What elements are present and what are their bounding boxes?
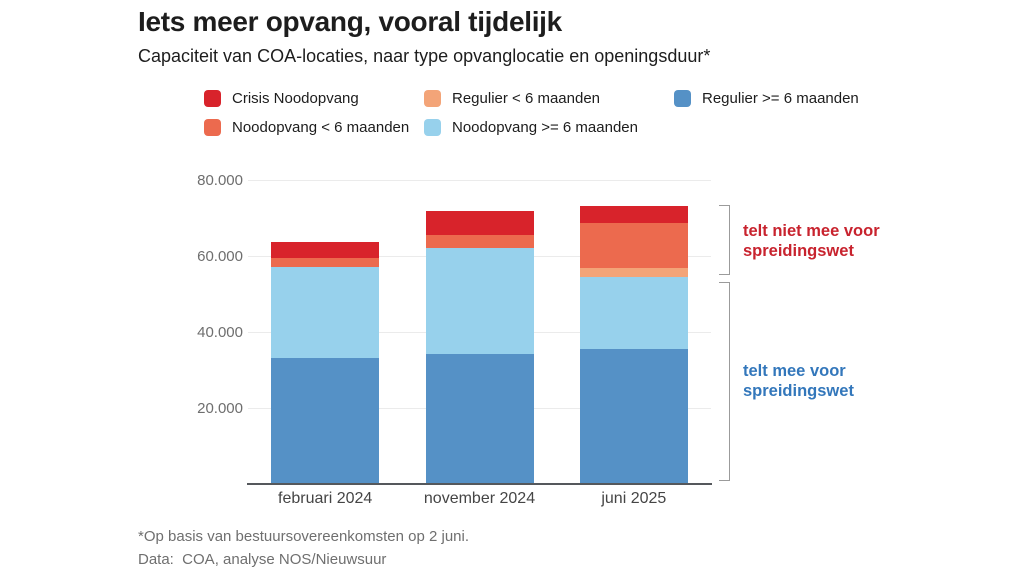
- bar-segment-noodopvang-6-maanden: [271, 266, 380, 358]
- bar-segment-noodopvang-6-maanden: [425, 248, 534, 355]
- y-tick-label: 80.000: [197, 172, 243, 189]
- x-tick-label: februari 2024: [278, 490, 373, 507]
- footnote-asterisk: *Op basis van bestuursovereenkomsten op …: [138, 528, 470, 545]
- legend-item-regulier-lt-6: Regulier < 6 maanden: [424, 89, 600, 107]
- y-tick-label: 60.000: [197, 248, 243, 265]
- legend-label: Noodopvang >= 6 maanden: [452, 118, 638, 136]
- legend-item-crisis-noodopvang: Crisis Noodopvang: [204, 89, 359, 107]
- bar-november-2024: [425, 180, 534, 484]
- y-tick-label: 20.000: [197, 400, 243, 417]
- bar-segment-regulier-6-maanden: [579, 267, 688, 277]
- annotation-line: telt niet mee voor: [743, 222, 880, 240]
- page-title: Iets meer opvang, vooral tijdelijk: [138, 6, 562, 37]
- annotation-line: spreidingswet: [743, 382, 854, 400]
- annotation-not-counted: telt niet mee voor spreidingswet: [743, 221, 880, 261]
- bracket-not-counted: [719, 205, 730, 275]
- legend-label: Crisis Noodopvang: [232, 89, 359, 107]
- x-tick-label: november 2024: [423, 490, 536, 507]
- bar-segment-noodopvang-6-maanden: [271, 257, 380, 267]
- bar-februari-2024: [271, 180, 380, 484]
- legend-label: Regulier >= 6 maanden: [702, 89, 859, 107]
- annotation-line: spreidingswet: [743, 242, 854, 260]
- x-tick-label: juni 2025: [601, 490, 667, 507]
- legend-item-noodopvang-ge-6: Noodopvang >= 6 maanden: [424, 118, 638, 136]
- chart-subtitle: Capaciteit van COA-locaties, naar type o…: [138, 46, 711, 66]
- legend-swatch: [674, 89, 691, 107]
- legend-label: Noodopvang < 6 maanden: [232, 118, 410, 136]
- legend-swatch: [204, 118, 221, 136]
- bar-segment-regulier-6-maanden: [271, 357, 380, 484]
- legend-item-noodopvang-lt-6: Noodopvang < 6 maanden: [204, 118, 409, 136]
- bar-segment-regulier-6-maanden: [579, 349, 688, 484]
- bar-segment-noodopvang-6-maanden: [579, 222, 688, 268]
- gridline: [248, 180, 711, 181]
- legend-swatch: [424, 89, 441, 107]
- bar-segment-noodopvang-6-maanden: [425, 235, 534, 249]
- legend-swatch: [424, 118, 441, 136]
- bracket-counted: [719, 282, 730, 481]
- legend-item-regulier-ge-6: Regulier >= 6 maanden: [674, 89, 859, 107]
- bar-juni-2025: [579, 180, 688, 484]
- bar-segment-noodopvang-6-maanden: [579, 276, 688, 350]
- bar-segment-crisis-noodopvang: [425, 211, 534, 236]
- x-axis-line: [247, 483, 712, 485]
- annotation-line: telt mee voor: [743, 362, 846, 380]
- bar-segment-regulier-6-maanden: [425, 354, 534, 484]
- annotation-counted: telt mee voor spreidingswet: [743, 361, 854, 401]
- footnote-source: Data: COA, analyse NOS/Nieuwsuur: [138, 551, 387, 568]
- bar-segment-crisis-noodopvang: [271, 241, 380, 258]
- legend-swatch: [204, 89, 221, 107]
- legend-label: Regulier < 6 maanden: [452, 89, 601, 107]
- y-tick-label: 40.000: [197, 324, 243, 341]
- plot-area: [248, 180, 711, 484]
- bar-segment-crisis-noodopvang: [579, 205, 688, 223]
